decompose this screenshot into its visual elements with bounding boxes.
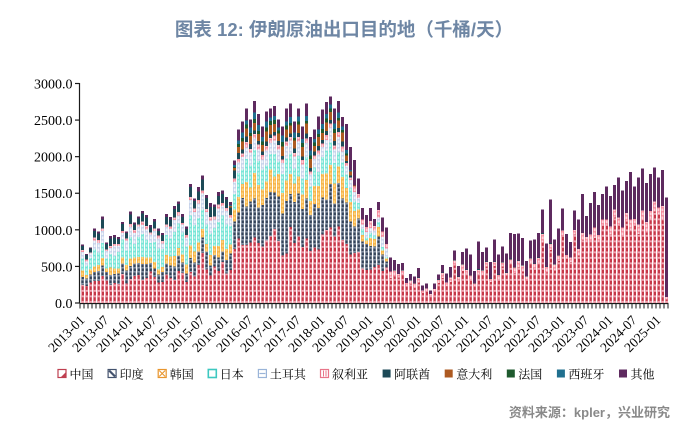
svg-text:西班牙: 西班牙 — [568, 366, 604, 383]
svg-text:1500.0: 1500.0 — [34, 187, 73, 202]
svg-text:0.0: 0.0 — [55, 297, 73, 312]
svg-text:图表 12: 伊朗原油出口目的地（千桶/天）: 图表 12: 伊朗原油出口目的地（千桶/天） — [175, 16, 513, 42]
svg-text:阿联酋: 阿联酋 — [394, 366, 430, 383]
svg-text:中国: 中国 — [70, 366, 94, 383]
svg-text:土耳其: 土耳其 — [270, 366, 307, 383]
svg-text:500.0: 500.0 — [41, 260, 73, 275]
svg-text:1000.0: 1000.0 — [34, 224, 73, 239]
svg-text:日本: 日本 — [220, 366, 244, 383]
svg-text:叙利亚: 叙利亚 — [332, 366, 368, 383]
svg-text:2500.0: 2500.0 — [34, 114, 73, 129]
svg-text:资料来源：kpler，兴业研究: 资料来源：kpler，兴业研究 — [509, 402, 670, 421]
svg-text:印度: 印度 — [120, 366, 144, 383]
svg-text:法国: 法国 — [518, 366, 542, 383]
svg-text:韩国: 韩国 — [170, 366, 194, 383]
svg-text:3000.0: 3000.0 — [34, 78, 73, 93]
svg-text:意大利: 意大利 — [456, 366, 492, 383]
svg-text:2000.0: 2000.0 — [34, 151, 73, 166]
svg-text:其他: 其他 — [631, 366, 655, 383]
